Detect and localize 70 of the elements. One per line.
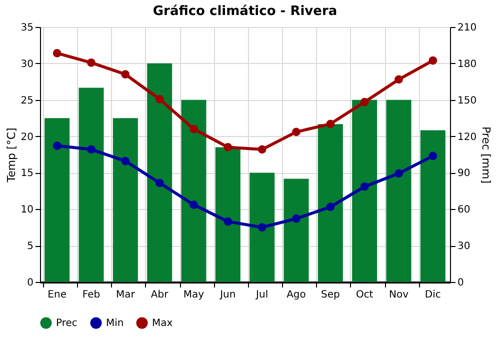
bar: [44, 118, 70, 282]
x-tick-label: Nov: [388, 290, 409, 300]
x-tick-label: Jun: [219, 290, 236, 300]
y2-tick-label: 0: [458, 278, 464, 288]
point: [87, 58, 96, 67]
bar: [147, 63, 172, 282]
point: [121, 70, 130, 79]
point: [52, 49, 62, 58]
point: [224, 143, 232, 152]
point: [258, 223, 266, 232]
point: [326, 120, 335, 128]
x-tick-label: Abr: [150, 290, 170, 300]
point: [155, 94, 164, 104]
bar: [352, 100, 378, 282]
y-tick-label: 0: [27, 278, 34, 288]
bar: [112, 118, 138, 282]
x-tick-label: May: [183, 290, 204, 300]
point: [360, 182, 369, 191]
point: [326, 202, 335, 212]
point: [190, 200, 198, 209]
bar: [386, 100, 412, 282]
x-tick-label: Feb: [82, 290, 100, 300]
point: [258, 145, 266, 154]
y-tick-label: 20: [20, 132, 34, 143]
x-tick-label: Dic: [424, 290, 441, 300]
y-tick-label: 10: [20, 204, 34, 216]
y2-tick-label: 30: [458, 241, 470, 252]
chart-title: Gráfico climático - Rivera: [152, 4, 338, 19]
legend-label: Min: [106, 318, 124, 329]
point: [155, 178, 164, 188]
x-tick-label: Jul: [255, 290, 268, 300]
point: [428, 56, 438, 65]
y-tick-label: 5: [27, 241, 34, 252]
y-tick-label: 15: [20, 168, 34, 180]
point: [292, 214, 300, 223]
point: [394, 75, 403, 84]
legend-label: Max: [152, 318, 173, 329]
y2-tick-label: 150: [458, 95, 477, 106]
point: [428, 152, 438, 160]
bar: [181, 100, 206, 282]
bar: [215, 147, 240, 282]
point: [394, 169, 403, 178]
y2-tick-label: 90: [458, 168, 470, 180]
point: [121, 156, 130, 166]
x-tick-label: Mar: [116, 290, 136, 300]
y2-axis-title: Prec [mm]: [480, 126, 493, 184]
bar: [250, 172, 275, 282]
legend-label: Prec: [56, 318, 78, 329]
y2-tick-label: 60: [458, 204, 470, 216]
y-tick-label: 30: [20, 58, 34, 70]
y-tick-label: 35: [20, 22, 34, 34]
x-tick-label: Sep: [320, 290, 340, 300]
y-axis-title: Temp [°C]: [4, 128, 18, 184]
y2-tick-label: 120: [458, 132, 477, 143]
x-tick-label: Oct: [356, 290, 374, 300]
x-tick-label: Ago: [286, 290, 306, 300]
point: [224, 217, 232, 226]
point: [87, 145, 96, 154]
y-tick-label: 25: [20, 95, 34, 106]
bar: [284, 178, 309, 282]
point: [52, 142, 62, 150]
y2-tick-label: 180: [458, 58, 477, 70]
point: [292, 128, 300, 136]
point: [360, 98, 369, 106]
y2-tick-label: 210: [458, 22, 477, 34]
point: [190, 124, 198, 134]
x-tick-label: Ene: [48, 290, 66, 300]
bar: [318, 124, 343, 282]
bar: [78, 88, 104, 282]
bar: [420, 130, 446, 282]
